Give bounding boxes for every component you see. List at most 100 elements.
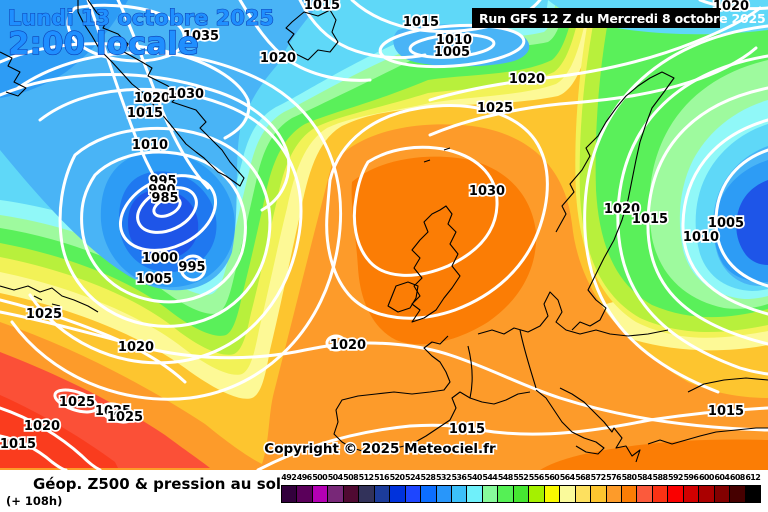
scale-value: 512 — [358, 473, 375, 482]
scale-color-cell — [328, 486, 344, 502]
scale-color-cell — [591, 486, 607, 502]
pressure-label: 1015 — [449, 422, 485, 437]
pressure-label: 1020 — [330, 338, 366, 353]
scale-value: 580 — [621, 473, 638, 482]
pressure-label: 995 — [149, 174, 176, 189]
pressure-label: 1020 — [604, 202, 640, 217]
scale-color-cell — [513, 486, 530, 502]
pressure-label: 1025 — [95, 404, 131, 419]
pressure-label: 990 — [148, 183, 175, 198]
scale-color-cell — [606, 486, 622, 502]
pressure-label: 985 — [151, 191, 178, 206]
scale-value: 532 — [435, 473, 452, 482]
scale-value: 500 — [312, 473, 328, 482]
scale-color-cell — [405, 486, 422, 502]
scale-color-cell — [297, 486, 313, 502]
legend-title: Géop. Z500 & pression au sol — [33, 475, 282, 493]
scale-value: 520 — [389, 473, 406, 482]
pressure-label: 1010 — [436, 33, 472, 48]
scale-value: 528 — [420, 473, 437, 482]
pressure-label: 1025 — [26, 307, 62, 322]
scale-color-cell — [668, 486, 684, 502]
scale-color-cell — [683, 486, 700, 502]
scale-value: 608 — [729, 473, 746, 482]
scale-color-cell — [714, 486, 731, 502]
scale-color-cell — [560, 486, 576, 502]
scale-color-cell — [482, 486, 499, 502]
pressure-label: 1025 — [107, 410, 143, 425]
pressure-label: 1015 — [0, 437, 36, 452]
geopotential-pressure-map: 1035101510151010100510201020102510201030… — [0, 0, 768, 470]
pressure-label: 1015 — [403, 15, 439, 30]
scale-value: 536 — [451, 473, 467, 482]
scale-color-cell — [359, 486, 375, 502]
pressure-label: 1015 — [127, 106, 163, 121]
scale-value: 544 — [482, 473, 498, 482]
pressure-label: 1035 — [183, 29, 219, 44]
copyright-text: Copyright © 2025 Meteociel.fr — [264, 441, 496, 457]
pressure-label: 1010 — [132, 138, 168, 153]
pressure-label: 1030 — [168, 87, 204, 102]
pressure-label: 1010 — [683, 230, 719, 245]
pressure-label: 1005 — [434, 45, 470, 60]
scale-value: 492 — [281, 473, 297, 482]
forecast-time-text: 2:00 locale — [8, 26, 199, 62]
legend-subtitle: (+ 108h) — [6, 494, 63, 508]
scale-value: 560 — [544, 473, 560, 482]
pressure-label: 1000 — [142, 251, 178, 266]
pressure-label: 1005 — [708, 216, 744, 231]
scale-color-cell — [436, 486, 452, 502]
pressure-label: 1020 — [509, 72, 545, 87]
legend-band: Géop. Z500 & pression au sol (+ 108h) 49… — [0, 470, 768, 512]
scale-value: 568 — [575, 473, 591, 482]
scale-color-cell — [312, 486, 329, 502]
scale-value: 556 — [528, 473, 545, 482]
pressure-label: 1020 — [713, 0, 749, 14]
scale-color-cell — [575, 486, 592, 502]
pressure-label: 1030 — [469, 184, 505, 199]
pressure-label: 1020 — [118, 340, 154, 355]
scale-color-cell — [637, 486, 653, 502]
map-container: 1035 1015 1015 1010 1005 1020 1020 1025 1020 1030… — [0, 0, 768, 470]
scale-color-cell — [498, 486, 514, 502]
pressure-label: 1020 — [24, 419, 60, 434]
scale-color-cell — [730, 486, 746, 502]
scale-value: 508 — [343, 473, 359, 482]
scale-color-cell — [374, 486, 391, 502]
scale-value: 504 — [327, 473, 344, 482]
pressure-label: 1015 — [632, 212, 668, 227]
run-info-text: Run GFS 12 Z du Mercredi 8 octobre 2025 — [479, 11, 766, 26]
scale-color-cell — [699, 486, 715, 502]
scale-color-cell — [421, 486, 437, 502]
scale-value: 496 — [296, 473, 313, 482]
scale-color-cell — [451, 486, 468, 502]
pressure-label: 1005 — [136, 272, 172, 287]
scale-color-cell — [621, 486, 638, 502]
scale-color-cell — [343, 486, 360, 502]
scale-color-cell — [652, 486, 669, 502]
scale-value: 564 — [559, 473, 576, 482]
scale-value: 596 — [683, 473, 699, 482]
isobar-contours — [0, 0, 768, 470]
scale-value: 600 — [698, 473, 715, 482]
scale-value: 548 — [497, 473, 514, 482]
scale-value: 588 — [652, 473, 669, 482]
scale-value: 592 — [668, 473, 684, 482]
pressure-label: 1025 — [477, 101, 513, 116]
scale-color-cell — [282, 486, 298, 502]
pressure-label: 1015 — [304, 0, 340, 13]
scale-value: 516 — [374, 473, 390, 482]
pressure-label: 995 — [178, 260, 205, 275]
color-scale: 492 496 500 504 508 512 516 520 524 528 532 536 540 5… — [281, 473, 761, 503]
pressure-label: 1025 — [59, 395, 95, 410]
scale-color-cell — [529, 486, 545, 502]
scale-value: 524 — [405, 473, 421, 482]
pressure-labels-layer: 1035101510151010100510201020102510201030… — [0, 0, 751, 454]
scale-color-cell — [467, 486, 483, 502]
scale-value: 540 — [466, 473, 483, 482]
pressure-label: 1015 — [708, 404, 744, 419]
scale-color-cell — [390, 486, 406, 502]
scale-color-cell — [745, 486, 761, 502]
color-scale-labels: 492 496 500 504 508 512 516 520 524 528 532 536 540 5… — [281, 473, 761, 485]
